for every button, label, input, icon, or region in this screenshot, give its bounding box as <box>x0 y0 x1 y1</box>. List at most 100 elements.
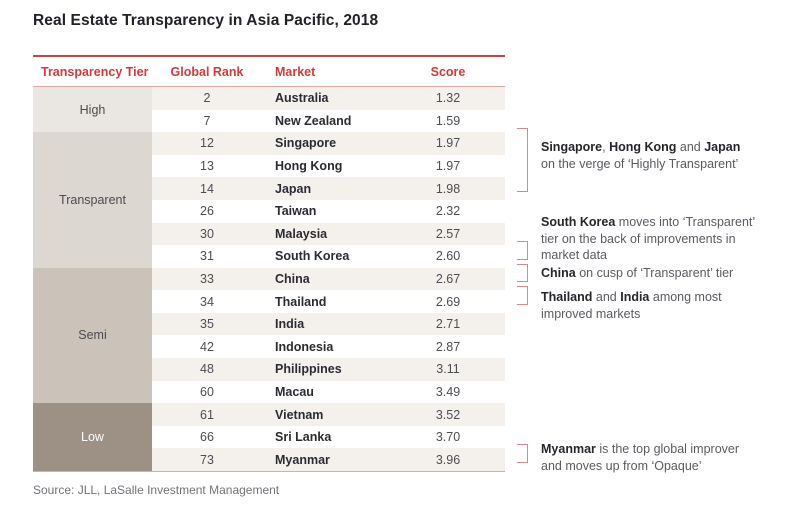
column-header-score: Score <box>430 64 466 79</box>
score-cell: 3.49 <box>435 384 461 399</box>
market-cell: India <box>275 317 305 332</box>
header-underline <box>33 86 505 87</box>
score-cell: 3.11 <box>436 362 460 377</box>
score-cell: 3.96 <box>435 452 461 467</box>
rank-cell: 33 <box>200 271 214 286</box>
rank-cell: 14 <box>200 181 214 196</box>
annotation-line: Thailand and India among most <box>541 290 722 305</box>
table-row: 35 India 2.71 <box>152 312 505 336</box>
rank-cell: 61 <box>200 407 214 422</box>
market-cell: Taiwan <box>275 204 317 219</box>
rank-cell: 60 <box>200 384 214 399</box>
table-row: 34 Thailand 2.69 <box>152 290 505 313</box>
column-header-transparency-tier: Transparency Tier <box>41 64 149 79</box>
table-row: 33 China 2.67 <box>152 267 505 291</box>
score-cell: 1.98 <box>435 181 461 196</box>
annotation-bracket <box>517 263 528 283</box>
market-cell: Sri Lanka <box>275 430 332 445</box>
annotation-line: on the verge of ‘Highly Transparent’ <box>541 156 739 171</box>
tier-cell-semi: Semi <box>33 267 152 404</box>
source-note: Source: JLL, LaSalle Investment Manageme… <box>33 483 280 497</box>
table-row: 66 Sri Lanka 3.70 <box>152 426 505 449</box>
score-cell: 2.87 <box>435 339 461 354</box>
page-title: Real Estate Transparency in Asia Pacific… <box>33 12 379 29</box>
annotation-line: Singapore, Hong Kong and Japan <box>541 140 741 155</box>
table-row: 61 Vietnam 3.52 <box>152 403 505 426</box>
rank-cell: 26 <box>200 204 214 219</box>
market-cell: Thailand <box>275 294 327 309</box>
market-cell: Myanmar <box>275 452 330 467</box>
table-row: 13 Hong Kong 1.97 <box>152 155 505 178</box>
table-row: 12 Singapore 1.97 <box>152 132 505 155</box>
annotation-line: Myanmar is the top global improver <box>541 442 740 457</box>
table-row: 14 Japan 1.98 <box>152 177 505 200</box>
annotation-line: and moves up from ‘Opaque’ <box>541 458 702 473</box>
market-cell: South Korea <box>275 249 350 264</box>
market-cell: Indonesia <box>275 339 334 354</box>
table-row: 73 Myanmar 3.96 <box>152 448 505 471</box>
rank-cell: 13 <box>200 159 214 174</box>
score-cell: 3.70 <box>435 430 461 445</box>
table-bottom-rule <box>33 471 505 472</box>
table-row: 31 South Korea 2.60 <box>152 245 505 268</box>
table-top-rule <box>33 55 505 57</box>
table-row: 42 Indonesia 2.87 <box>152 335 505 358</box>
rank-cell: 2 <box>203 91 211 106</box>
annotation-line: tier on the back of improvements in <box>541 231 736 246</box>
transparency-table: Transparency Tier Global Rank Market Sco… <box>33 55 505 472</box>
table-row: 60 Macau 3.49 <box>152 381 505 404</box>
score-cell: 1.59 <box>435 113 461 128</box>
score-cell: 1.32 <box>435 91 461 106</box>
tier-cell-low: Low <box>33 403 152 471</box>
score-cell: 1.97 <box>435 136 461 151</box>
rank-cell: 31 <box>200 249 214 264</box>
annotation-text: Myanmar is the top global improver and mo… <box>541 441 783 474</box>
rank-cell: 34 <box>200 294 214 309</box>
score-cell: 2.69 <box>435 294 461 309</box>
market-cell: New Zealand <box>275 113 352 128</box>
tier-cell-transparent: Transparent <box>33 132 152 268</box>
market-cell: Macau <box>275 384 314 399</box>
score-cell: 2.57 <box>435 226 461 241</box>
annotation-text: Singapore, Hong Kong and Japan on the ver… <box>541 139 783 172</box>
annotation-text: South Korea moves into ‘Transparent’ tier… <box>541 214 783 264</box>
score-cell: 3.52 <box>435 407 461 422</box>
annotation-bracket <box>517 241 528 260</box>
table-row: 30 Malaysia 2.57 <box>152 222 505 246</box>
rank-cell: 66 <box>200 430 214 445</box>
annotation-line: China on cusp of ‘Transparent’ tier <box>541 265 734 280</box>
tier-cell-high: High <box>33 87 152 133</box>
score-cell: 2.71 <box>435 317 461 332</box>
score-cell: 2.67 <box>435 271 461 286</box>
table-header-row: Transparency Tier Global Rank Market Sco… <box>33 57 505 86</box>
market-cell: Malaysia <box>275 226 328 241</box>
market-cell: Singapore <box>275 136 337 151</box>
annotation-bracket <box>517 128 528 192</box>
annotation-line: improved markets <box>541 306 641 321</box>
rank-cell: 30 <box>200 226 214 241</box>
table-body: High Transparent Semi Low 2 Australia 1.32 7 Ne… <box>33 87 505 471</box>
rank-cell: 12 <box>200 136 214 151</box>
rank-cell: 42 <box>200 339 214 354</box>
column-header-global-rank: Global Rank <box>170 64 244 79</box>
annotation-line: market data <box>541 248 608 263</box>
market-cell: China <box>275 271 310 286</box>
column-header-market: Market <box>275 64 316 79</box>
market-cell: Vietnam <box>275 407 324 422</box>
table-row: 26 Taiwan 2.32 <box>152 200 505 223</box>
market-cell: Philippines <box>275 362 342 377</box>
annotation-bracket <box>517 286 528 305</box>
annotation-bracket <box>517 444 528 463</box>
table-row: 7 New Zealand 1.59 <box>152 110 505 133</box>
score-cell: 1.97 <box>435 159 461 174</box>
score-cell: 2.32 <box>435 204 461 219</box>
score-cell: 2.60 <box>435 249 461 264</box>
table-row: 2 Australia 1.32 <box>152 87 505 110</box>
table-row: 48 Philippines 3.11 <box>152 358 505 381</box>
annotation-line: South Korea moves into ‘Transparent’ <box>541 215 756 230</box>
market-cell: Japan <box>275 181 312 196</box>
market-cell: Australia <box>275 91 329 106</box>
annotation-text: China on cusp of ‘Transparent’ tier <box>541 265 783 282</box>
rank-cell: 35 <box>200 317 214 332</box>
